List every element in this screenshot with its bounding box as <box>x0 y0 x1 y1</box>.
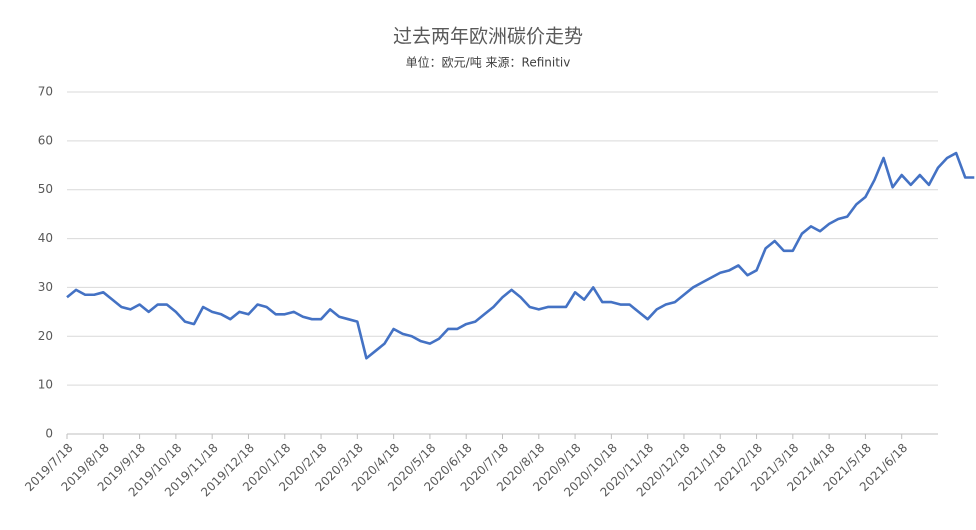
y-tick-label: 50 <box>38 182 53 196</box>
y-tick-label: 70 <box>38 85 53 99</box>
chart-subtitle: 单位：欧元/吨 来源：Refinitiv <box>406 55 571 70</box>
y-tick-label: 20 <box>38 329 53 343</box>
y-tick-label: 0 <box>45 427 53 441</box>
y-tick-label: 10 <box>38 378 53 392</box>
chart-title: 过去两年欧洲碳价走势 <box>393 26 583 48</box>
y-tick-label: 40 <box>38 231 53 245</box>
data-line <box>66 151 975 360</box>
y-tick-label: 30 <box>38 280 53 294</box>
y-tick-label: 60 <box>38 133 53 147</box>
